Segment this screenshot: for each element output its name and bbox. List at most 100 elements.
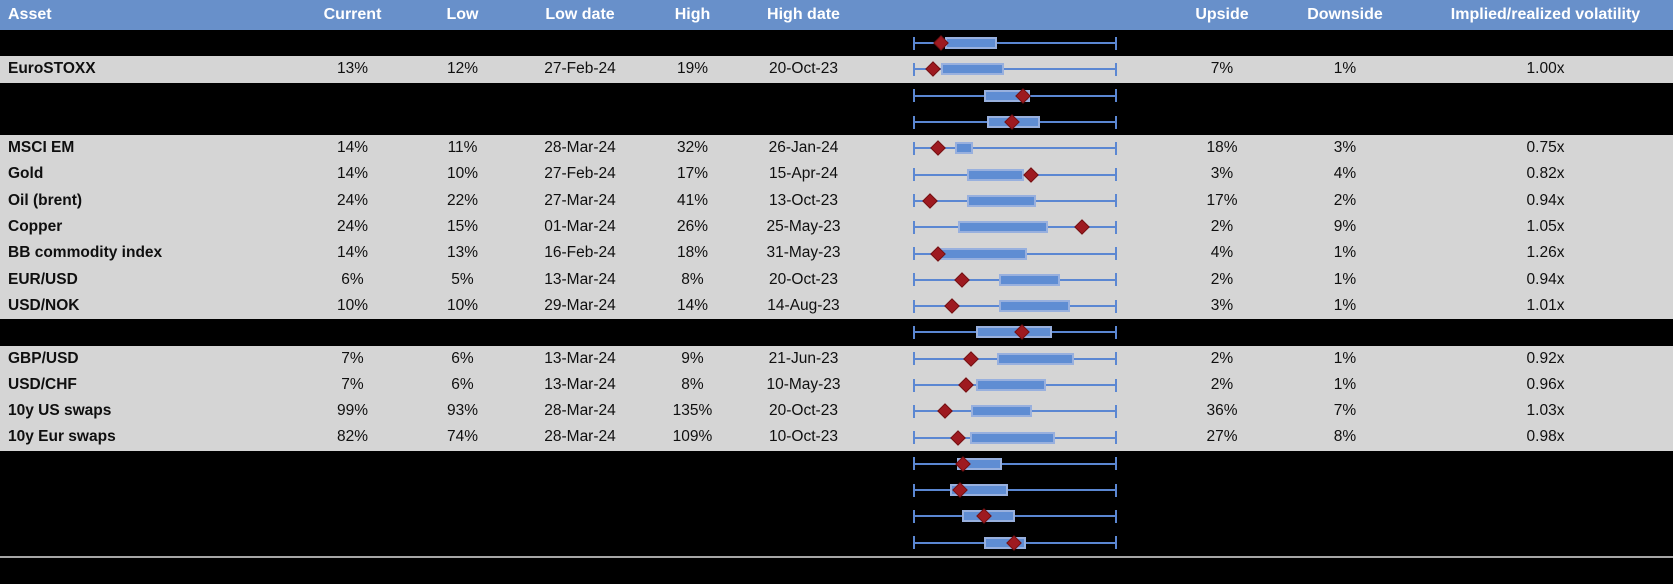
table-row bbox=[0, 319, 1673, 346]
boxplot bbox=[913, 350, 1117, 368]
downside-cell: 1% bbox=[1333, 349, 1357, 367]
column-header-upside: Upside bbox=[1195, 6, 1249, 23]
whisker-min-tick bbox=[913, 89, 915, 103]
implied-realized-volatility-cell: 0.94x bbox=[1526, 191, 1565, 209]
table-body: EuroSTOXX 13% 12% 27-Feb-24 19% 20-Oct-2… bbox=[0, 30, 1673, 556]
table-row: Gold 14% 10% 27-Feb-24 17% 15-Apr-24 3% … bbox=[0, 161, 1673, 188]
whisker-line bbox=[913, 68, 1117, 71]
upside-cell: 3% bbox=[1210, 296, 1234, 314]
boxplot-cell bbox=[862, 398, 1172, 424]
table-row: 10y Eur swaps 82% 74% 28-Mar-24 109% 10-… bbox=[0, 424, 1673, 451]
whisker-line bbox=[913, 462, 1117, 465]
whisker-max-tick bbox=[1115, 509, 1117, 523]
asset-name-cell: Copper bbox=[8, 218, 63, 236]
low-date-cell: 27-Feb-24 bbox=[544, 165, 616, 183]
upside-cell bbox=[1172, 30, 1272, 56]
low-date-cell bbox=[520, 30, 640, 56]
upside-cell: 2% bbox=[1210, 270, 1234, 288]
implied-realized-volatility-cell: 1.26x bbox=[1526, 244, 1565, 262]
table-row: MSCI EM 14% 11% 28-Mar-24 32% 26-Jan-24 … bbox=[0, 135, 1673, 162]
current-cell: 7% bbox=[341, 375, 364, 393]
boxplot-cell bbox=[862, 240, 1172, 266]
high-date-cell bbox=[745, 477, 862, 503]
downside-cell bbox=[1272, 83, 1418, 109]
high-date-cell bbox=[745, 109, 862, 135]
asset-name-cell: Oil (brent) bbox=[8, 191, 83, 209]
whisker-min-tick bbox=[913, 352, 915, 366]
low-cell: 6% bbox=[451, 349, 474, 367]
implied-realized-volatility-cell bbox=[1418, 451, 1673, 477]
upside-cell: 36% bbox=[1206, 402, 1238, 420]
implied-realized-volatility-cell: 0.96x bbox=[1526, 375, 1565, 393]
high-cell: 8% bbox=[681, 375, 704, 393]
high-date-cell: 25-May-23 bbox=[766, 218, 841, 236]
boxplot bbox=[913, 113, 1117, 131]
whisker-min-tick bbox=[913, 194, 915, 208]
boxplot-cell bbox=[862, 83, 1172, 109]
boxplot bbox=[913, 139, 1117, 157]
low-date-cell: 28-Mar-24 bbox=[544, 139, 616, 157]
boxplot bbox=[913, 192, 1117, 210]
low-cell: 10% bbox=[446, 165, 479, 183]
current-cell bbox=[300, 503, 405, 529]
implied-realized-volatility-cell bbox=[1418, 530, 1673, 556]
asset-name-cell: EuroSTOXX bbox=[8, 60, 96, 78]
low-cell bbox=[405, 109, 520, 135]
current-cell: 24% bbox=[336, 191, 369, 209]
whisker-max-tick bbox=[1115, 404, 1117, 418]
current-cell: 6% bbox=[341, 270, 364, 288]
low-date-cell: 16-Feb-24 bbox=[544, 244, 616, 262]
boxplot-cell bbox=[862, 293, 1172, 319]
implied-realized-volatility-cell: 0.82x bbox=[1526, 165, 1565, 183]
bottom-separator-line bbox=[0, 555, 1673, 558]
boxplot bbox=[913, 402, 1117, 420]
whisker-max-tick bbox=[1115, 89, 1117, 103]
low-cell bbox=[405, 319, 520, 345]
iqr-box bbox=[971, 405, 1033, 418]
high-date-cell: 20-Oct-23 bbox=[769, 402, 838, 420]
table-row: Oil (brent) 24% 22% 27-Mar-24 41% 13-Oct… bbox=[0, 187, 1673, 215]
high-cell: 9% bbox=[681, 349, 704, 367]
upside-cell bbox=[1172, 503, 1272, 529]
column-header-boxplot bbox=[862, 0, 1172, 30]
low-date-cell bbox=[520, 530, 640, 556]
table-row: Copper 24% 15% 01-Mar-24 26% 25-May-23 2… bbox=[0, 214, 1673, 241]
high-cell bbox=[640, 109, 745, 135]
high-date-cell bbox=[745, 503, 862, 529]
current-cell bbox=[300, 451, 405, 477]
iqr-box bbox=[941, 63, 1004, 76]
implied-realized-volatility-cell: 1.00x bbox=[1526, 60, 1565, 78]
upside-cell: 2% bbox=[1210, 375, 1234, 393]
high-cell: 41% bbox=[676, 191, 709, 209]
upside-cell: 27% bbox=[1206, 428, 1238, 446]
iqr-box bbox=[998, 273, 1061, 286]
whisker-max-tick bbox=[1115, 378, 1117, 392]
current-value-diamond-icon bbox=[963, 350, 979, 367]
current-value-diamond-icon bbox=[924, 61, 941, 78]
iqr-box bbox=[957, 221, 1049, 234]
iqr-box bbox=[970, 431, 1055, 444]
whisker-max-tick bbox=[1115, 168, 1117, 182]
high-date-cell bbox=[745, 30, 862, 56]
boxplot-cell bbox=[862, 161, 1172, 187]
whisker-min-tick bbox=[913, 509, 915, 523]
iqr-box bbox=[976, 379, 1047, 391]
downside-cell: 1% bbox=[1333, 296, 1357, 314]
whisker-max-tick bbox=[1115, 36, 1117, 50]
boxplot-cell bbox=[862, 56, 1172, 82]
downside-cell bbox=[1272, 109, 1418, 135]
iqr-box bbox=[945, 37, 998, 50]
low-cell: 11% bbox=[447, 139, 478, 157]
boxplot bbox=[913, 34, 1117, 52]
high-cell: 17% bbox=[676, 165, 709, 183]
downside-cell: 8% bbox=[1333, 428, 1357, 446]
asset-name-cell bbox=[0, 477, 300, 503]
downside-cell: 1% bbox=[1333, 375, 1357, 393]
table-row: EuroSTOXX 13% 12% 27-Feb-24 19% 20-Oct-2… bbox=[0, 56, 1673, 83]
downside-cell: 1% bbox=[1333, 270, 1357, 288]
high-date-cell: 10-May-23 bbox=[766, 375, 841, 393]
implied-realized-volatility-cell: 1.05x bbox=[1526, 218, 1565, 236]
table-row bbox=[0, 503, 1673, 530]
current-value-diamond-icon bbox=[958, 377, 975, 393]
